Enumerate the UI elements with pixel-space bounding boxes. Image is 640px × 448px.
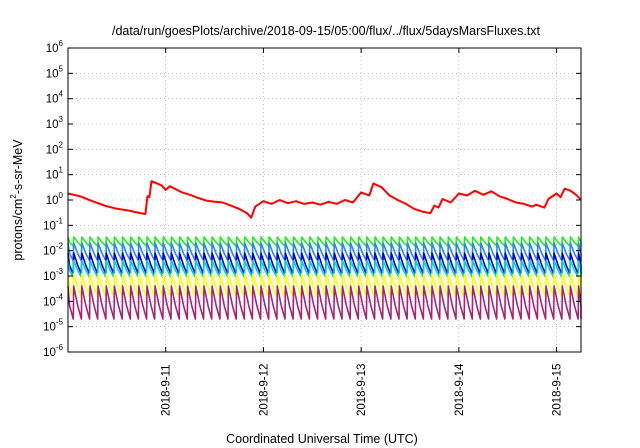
- series-group: [67, 180, 582, 320]
- y-label-after: -s-sr-MeV: [11, 139, 25, 195]
- series-line-5: [67, 259, 582, 278]
- series-line-7: [67, 285, 582, 320]
- y-label-before: protons/cm: [11, 199, 25, 261]
- y-tick-label: 101: [46, 166, 64, 182]
- x-tick-label: 2018-9-12: [258, 364, 270, 416]
- x-tick-label: 2018-9-13: [356, 364, 368, 416]
- y-axis-label: protons/cm2-s-sr-MeV: [9, 139, 25, 261]
- y-tick-label: 10-3: [43, 267, 63, 283]
- y-tick-label: 100: [46, 191, 64, 207]
- y-tick-label: 103: [46, 115, 64, 131]
- series-line-1: [67, 180, 582, 219]
- series-line-3: [67, 242, 582, 262]
- y-tick-label: 10-6: [43, 343, 63, 359]
- y-tick-label: 10-2: [43, 242, 63, 258]
- series-line-2: [67, 236, 582, 247]
- grid-lines: [68, 48, 581, 352]
- y-label-sup: 2: [9, 194, 18, 199]
- x-axis-label: Coordinated Universal Time (UTC): [226, 432, 418, 446]
- series-line-6: [67, 273, 582, 298]
- y-tick-label: 104: [46, 90, 64, 106]
- y-axis-ticks: 10-6 10-5 10-4 10-3 10-2 10-1 100 101 102 103 104 1…: [43, 39, 581, 359]
- x-axis-ticks: 2018-9-11 2018-9-12 2018-9-13 2018-9-14 2018…: [161, 48, 564, 416]
- y-tick-label: 105: [46, 64, 64, 80]
- y-tick-label: 102: [46, 140, 64, 156]
- x-tick-label: 2018-9-15: [552, 364, 564, 416]
- chart-title: /data/run/goesPlots/archive/2018-09-15/0…: [112, 24, 541, 38]
- x-tick-label: 2018-9-14: [454, 363, 466, 416]
- y-tick-label: 10-4: [43, 292, 63, 308]
- x-tick-label: 2018-9-11: [161, 364, 173, 416]
- y-tick-label: 10-1: [43, 216, 63, 232]
- y-tick-label: 106: [46, 39, 64, 55]
- y-tick-label: 10-5: [43, 318, 63, 334]
